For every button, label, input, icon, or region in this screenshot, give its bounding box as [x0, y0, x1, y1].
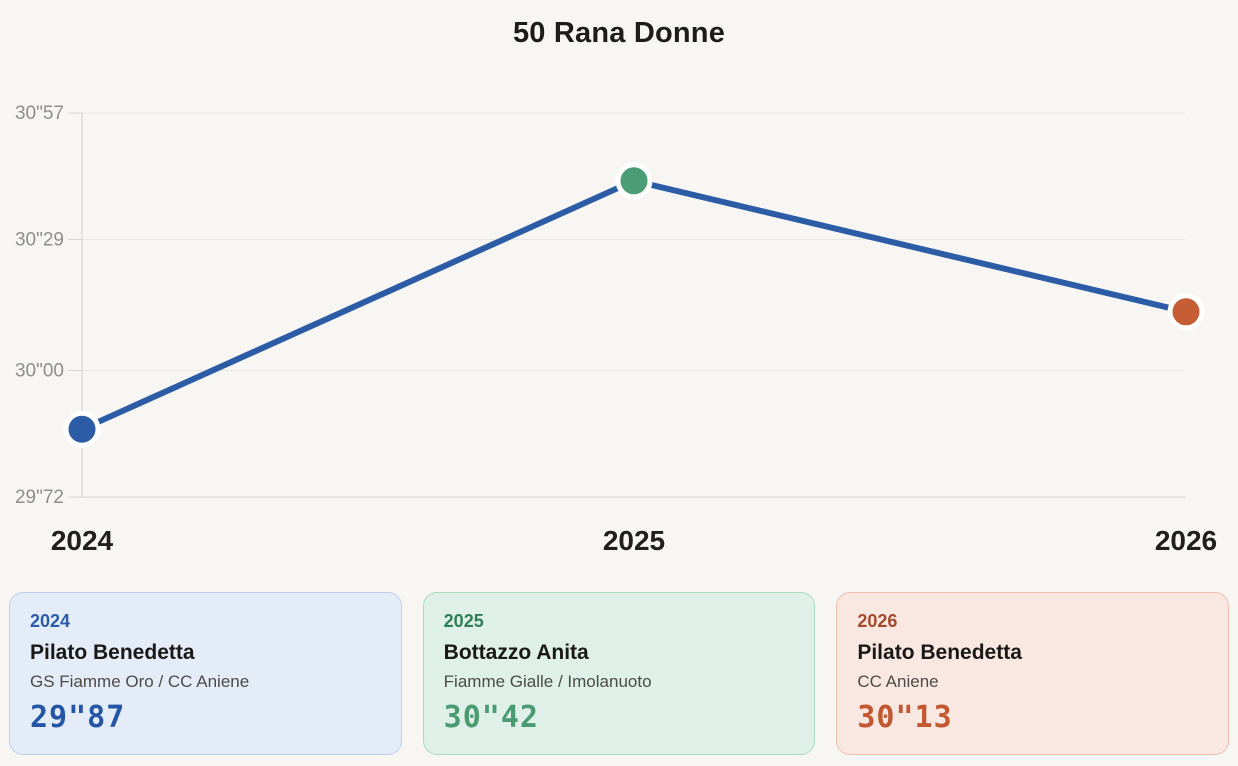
result-card-2024: 2024 Pilato Benedetta GS Fiamme Oro / CC…: [9, 592, 402, 755]
card-team: CC Aniene: [857, 672, 939, 691]
card-year: 2024: [30, 611, 71, 631]
result-card-2026: 2026 Pilato Benedetta CC Aniene 30"13: [836, 592, 1230, 755]
card-team: Fiamme Gialle / Imolanuoto: [443, 672, 652, 691]
y-tick-label: 30"57: [15, 103, 64, 124]
data-point-2026[interactable]: [1167, 293, 1205, 331]
data-point-2024[interactable]: [63, 410, 101, 448]
line-chart: 29"72 30"00 30"29 30"57 2024 2025 2026: [15, 103, 1217, 556]
card-athlete-name: Pilato Benedetta: [30, 641, 195, 664]
series-line: [79, 177, 1189, 433]
result-card-2025: 2025 Bottazzo Anita Fiamme Gialle / Imol…: [422, 592, 816, 755]
x-tick-label-2024: 2024: [51, 525, 114, 556]
chart-header: 50 Rana Donne: [0, 0, 1238, 66]
page-title: 50 Rana Donne: [512, 16, 726, 49]
results-cards: 2024 Pilato Benedetta GS Fiamme Oro / CC…: [0, 592, 1238, 755]
x-tick-label-2025: 2025: [603, 525, 665, 556]
card-year: 2026: [857, 611, 898, 631]
card-year: 2025: [443, 611, 484, 631]
x-tick-label-2026: 2026: [1155, 525, 1217, 556]
card-team: GS Fiamme Oro / CC Aniene: [30, 672, 250, 691]
y-tick-label: 30"29: [15, 229, 64, 250]
card-time: 30"42: [443, 700, 539, 735]
y-tick-label: 30"00: [15, 361, 64, 382]
card-athlete-name: Bottazzo Anita: [443, 641, 589, 664]
card-time: 30"13: [857, 700, 953, 735]
card-athlete-name: Pilato Benedetta: [857, 641, 1022, 664]
card-time: 29"87: [30, 700, 126, 735]
data-point-2025[interactable]: [615, 162, 653, 200]
y-tick-label: 29"72: [15, 487, 64, 508]
